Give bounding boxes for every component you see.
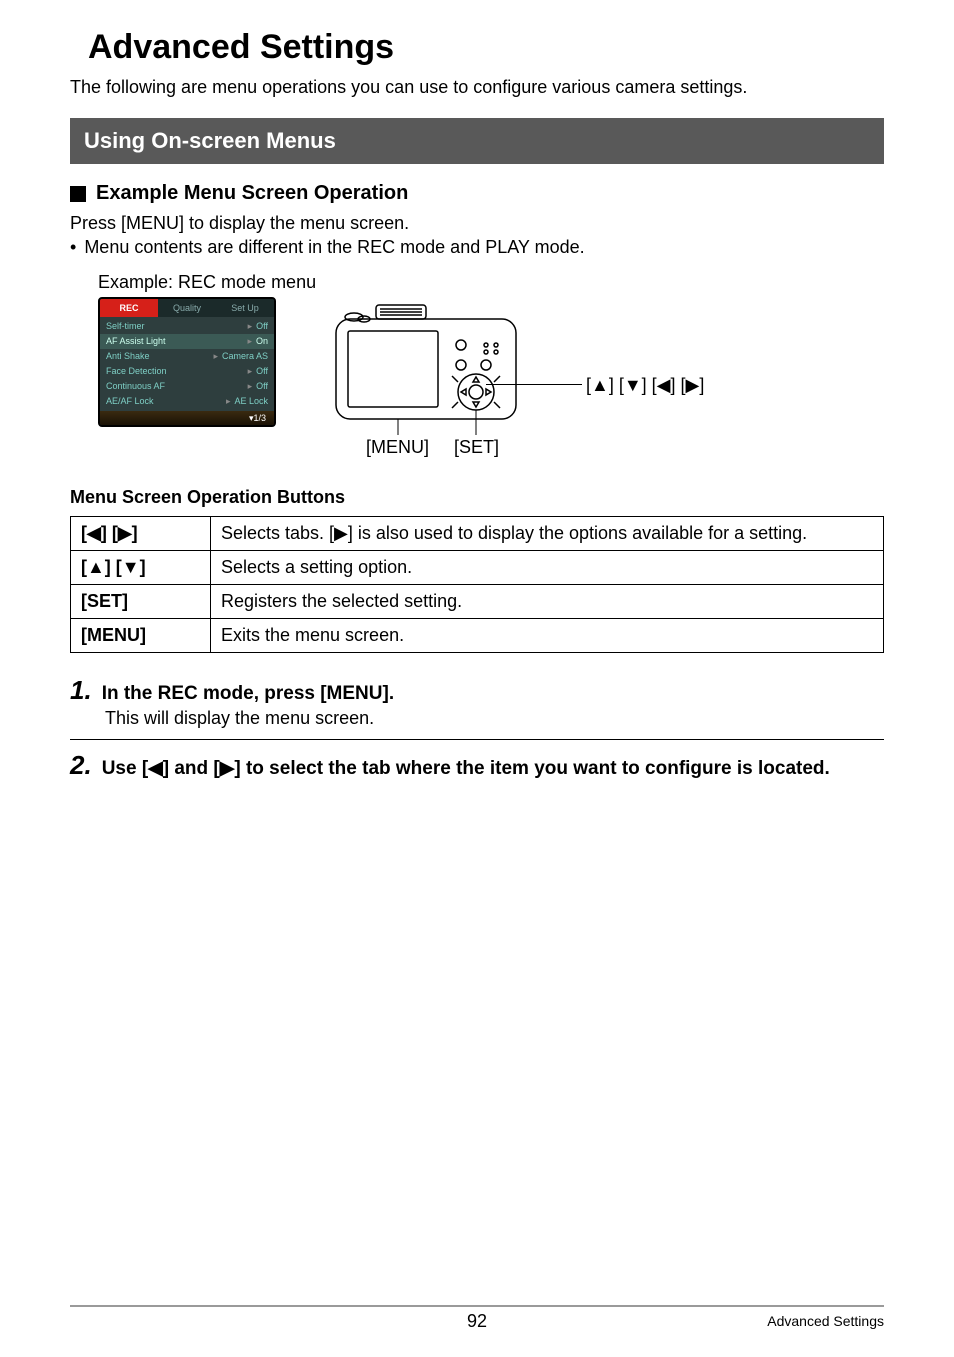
op-desc: Exits the menu screen. <box>211 619 884 653</box>
op-key: [SET] <box>71 585 211 619</box>
bullet-dot-icon: • <box>70 237 76 258</box>
square-bullet-icon <box>70 186 86 202</box>
dpad-pointer-line <box>486 384 582 385</box>
set-caption: [SET] <box>454 437 499 458</box>
example-label: Example: REC mode menu <box>98 272 884 293</box>
figure-row: REC Quality Set Up Self-timer▸Off AF Ass… <box>98 297 884 467</box>
step-number: 2. <box>70 750 92 781</box>
tab-quality: Quality <box>158 299 216 317</box>
tab-rec: REC <box>100 299 158 317</box>
step-number: 1. <box>70 675 92 706</box>
menu-item: Face Detection▸Off <box>100 364 274 379</box>
footer-section-name: Advanced Settings <box>767 1313 884 1329</box>
op-key: [MENU] <box>71 619 211 653</box>
menu-item: Anti Shake▸Camera AS <box>100 349 274 364</box>
mode-note-text: Menu contents are different in the REC m… <box>84 237 584 258</box>
menu-tabs: REC Quality Set Up <box>100 299 274 317</box>
table-title: Menu Screen Operation Buttons <box>70 487 884 508</box>
table-row: [◀] [▶] Selects tabs. [▶] is also used t… <box>71 517 884 551</box>
page-number: 92 <box>467 1311 487 1332</box>
section-heading: Using On-screen Menus <box>70 118 884 164</box>
menu-page-indicator: ▾1/3 <box>100 411 274 425</box>
menu-items-list: Self-timer▸Off AF Assist Light▸On Anti S… <box>100 317 274 411</box>
camera-svg <box>326 297 546 437</box>
page-title: Advanced Settings <box>88 28 884 67</box>
op-desc: Selects a setting option. <box>211 551 884 585</box>
op-key: [▲] [▼] <box>71 551 211 585</box>
table-row: [▲] [▼] Selects a setting option. <box>71 551 884 585</box>
step-body: This will display the menu screen. <box>105 708 884 729</box>
press-menu-text: Press [MENU] to display the menu screen. <box>70 211 884 235</box>
menu-caption: [MENU] <box>366 437 429 458</box>
subheading-text: Example Menu Screen Operation <box>96 182 408 205</box>
step: 1. In the REC mode, press [MENU]. This w… <box>70 675 884 740</box>
steps-list: 1. In the REC mode, press [MENU]. This w… <box>70 675 884 791</box>
intro-text: The following are menu operations you ca… <box>70 77 884 98</box>
menu-item: AE/AF Lock▸AE Lock <box>100 394 274 409</box>
step-title: In the REC mode, press [MENU]. <box>102 683 394 705</box>
footer-divider <box>70 1305 884 1307</box>
dpad-label: [▲] [▼] [◀] [▶] <box>586 375 704 396</box>
op-desc: Selects tabs. [▶] is also used to displa… <box>211 517 884 551</box>
rec-menu-mock: REC Quality Set Up Self-timer▸Off AF Ass… <box>98 297 276 427</box>
table-row: [SET] Registers the selected setting. <box>71 585 884 619</box>
op-key: [◀] [▶] <box>71 517 211 551</box>
step-title: Use [◀] and [▶] to select the tab where … <box>102 757 830 780</box>
step: 2. Use [◀] and [▶] to select the tab whe… <box>70 750 884 791</box>
menu-item: Continuous AF▸Off <box>100 379 274 394</box>
page-footer: 92 Advanced Settings <box>70 1305 884 1329</box>
menu-item: AF Assist Light▸On <box>100 334 274 349</box>
subheading-row: Example Menu Screen Operation <box>70 182 884 205</box>
table-row: [MENU] Exits the menu screen. <box>71 619 884 653</box>
menu-item: Self-timer▸Off <box>100 319 274 334</box>
operation-buttons-table: [◀] [▶] Selects tabs. [▶] is also used t… <box>70 516 884 653</box>
op-desc: Registers the selected setting. <box>211 585 884 619</box>
camera-illustration: [▲] [▼] [◀] [▶] [MENU] [SET] <box>326 297 706 467</box>
tab-setup: Set Up <box>216 299 274 317</box>
mode-note-bullet: • Menu contents are different in the REC… <box>70 237 884 258</box>
